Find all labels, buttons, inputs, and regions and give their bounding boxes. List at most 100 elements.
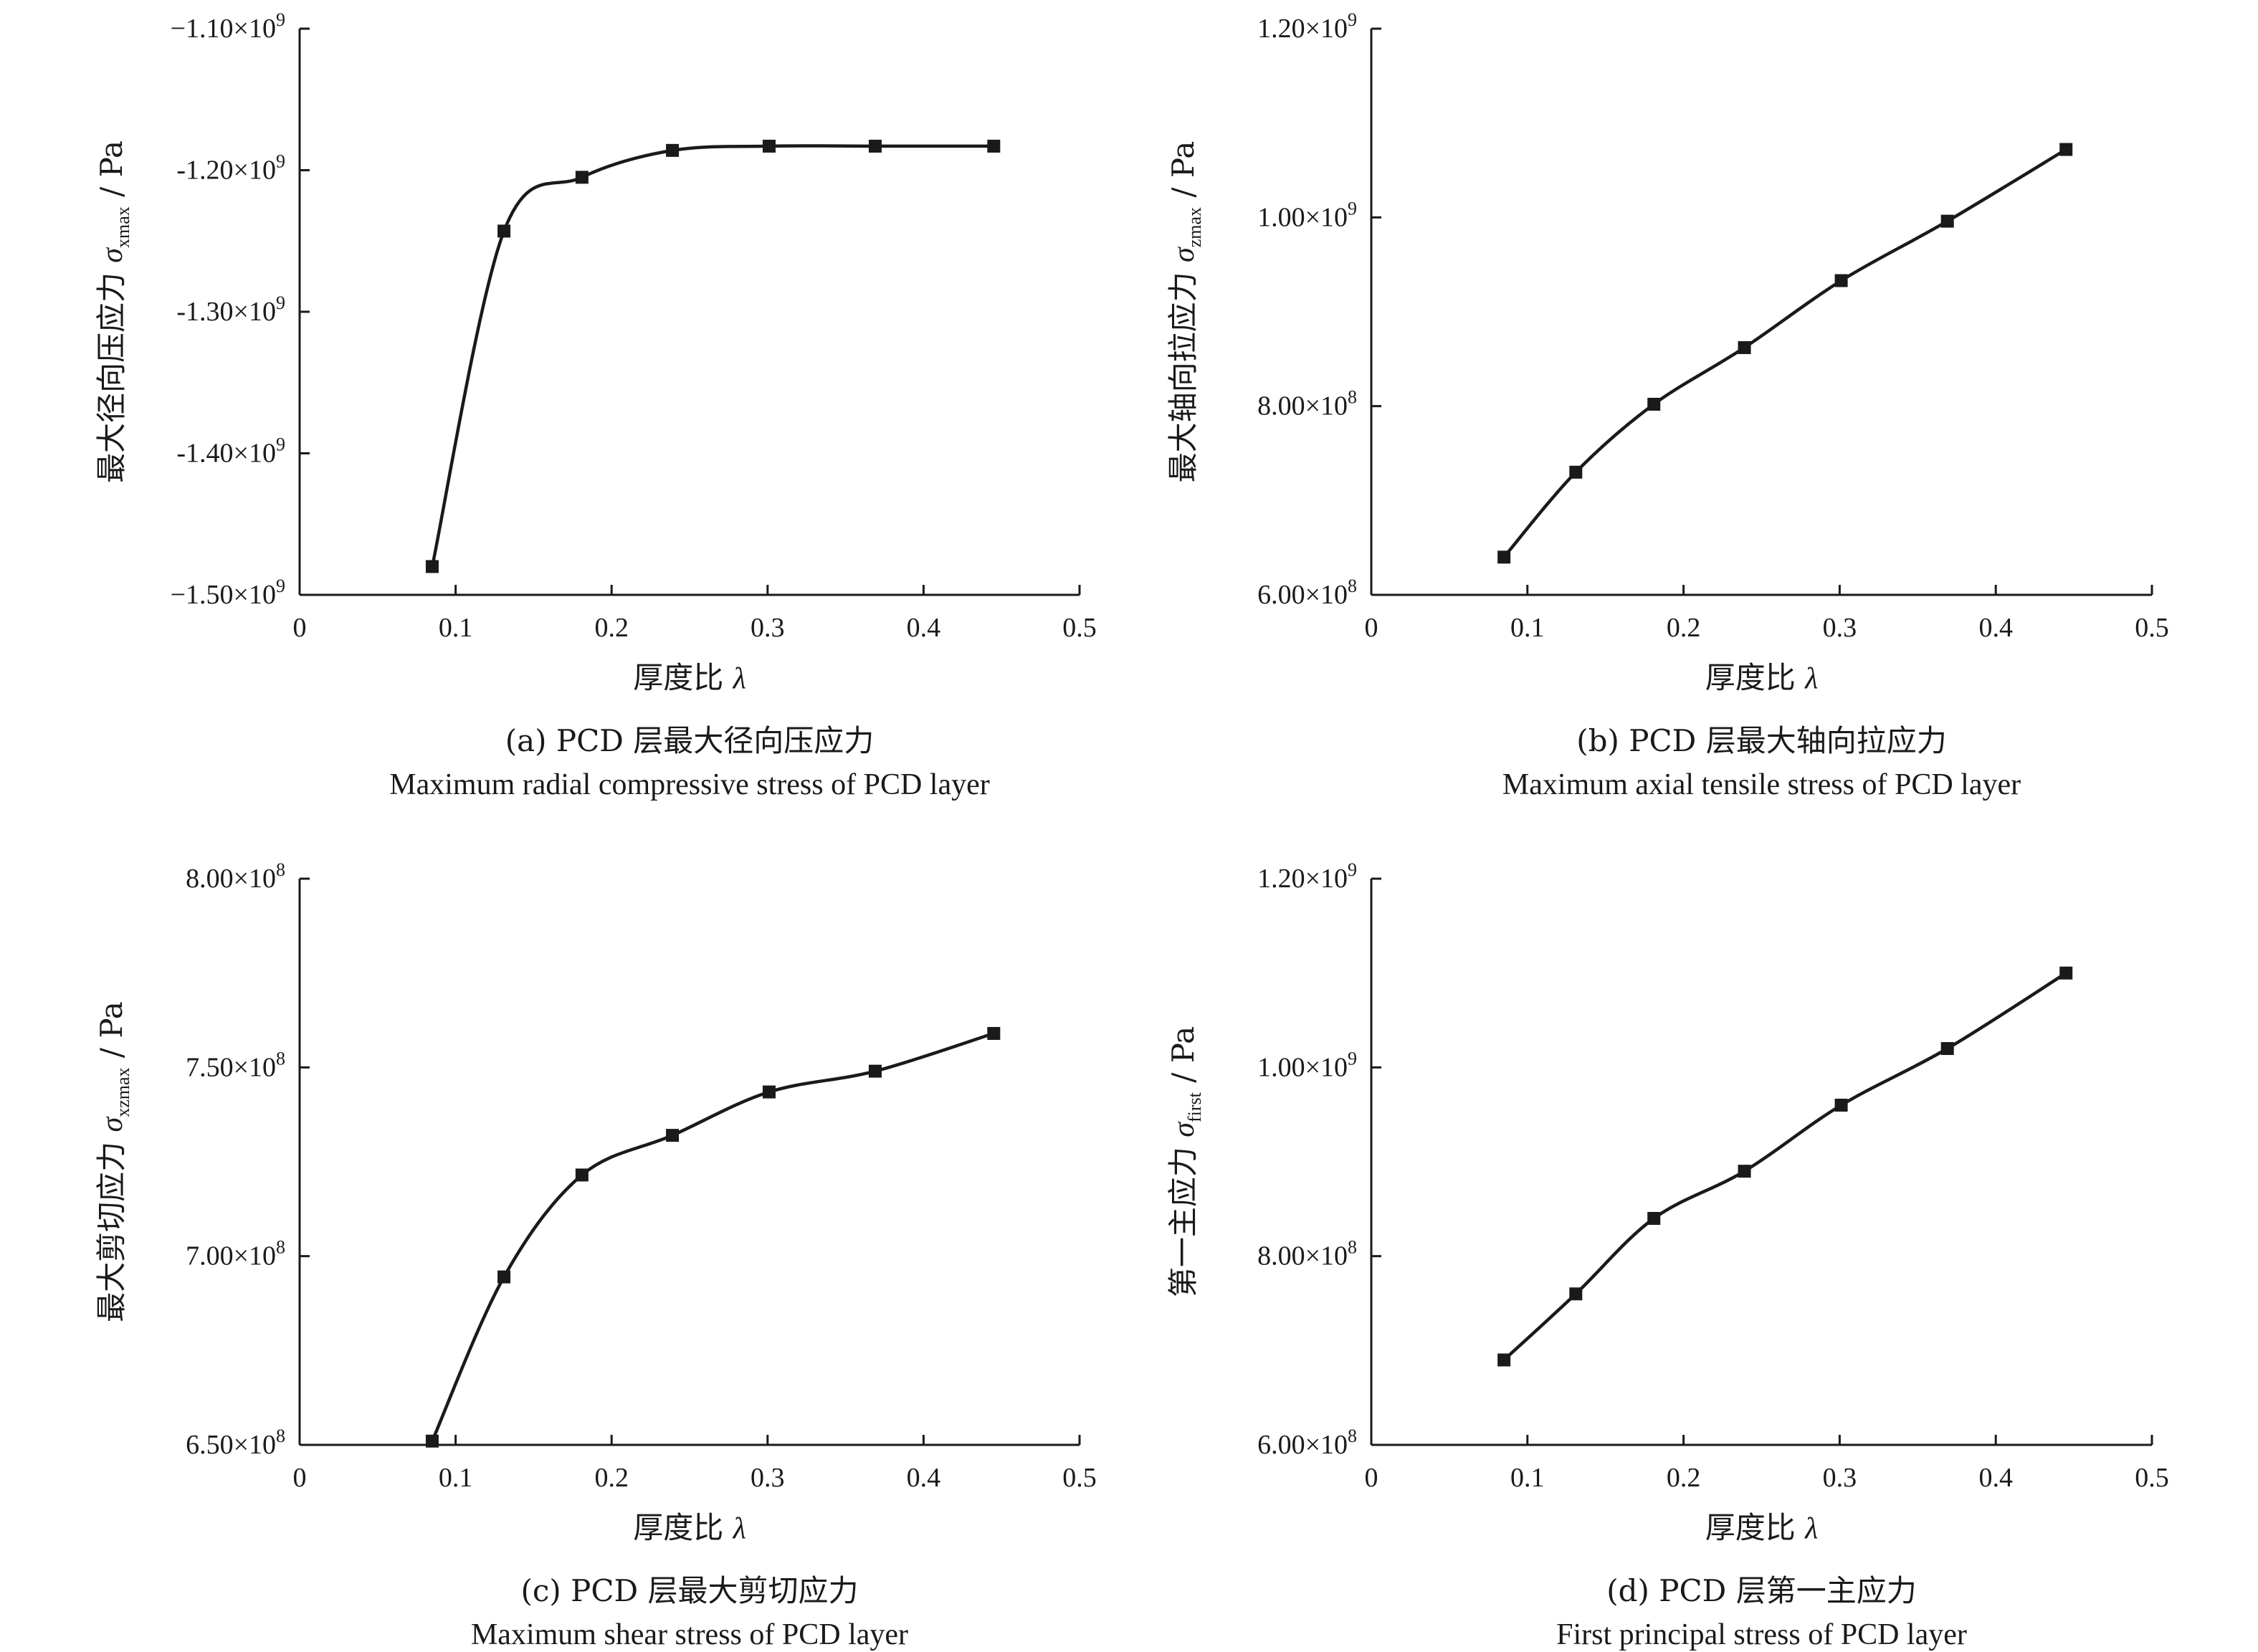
y-tick-mantissa: -1.40×10: [176, 439, 276, 469]
x-tick-label: 0.2: [594, 613, 629, 643]
y-axis-label-symbol: σ: [1168, 1121, 1201, 1137]
x-tick-label: 0: [1365, 613, 1378, 643]
x-tick-label: 0.3: [751, 1463, 785, 1493]
x-axis-label: 厚度比 λ: [633, 660, 746, 695]
data-point: [762, 139, 776, 153]
x-tick-label: 0.4: [907, 1463, 941, 1493]
data-point: [987, 139, 1001, 153]
data-point: [1834, 274, 1848, 287]
y-tick-mantissa: 6.50×10: [186, 1430, 276, 1460]
x-axis-label-symbol: λ: [1804, 1512, 1818, 1545]
data-point: [575, 171, 589, 184]
y-tick-exponent: 8: [276, 1048, 285, 1069]
y-tick-exponent: 8: [1348, 387, 1357, 408]
y-tick-mantissa: 1.00×10: [1257, 202, 1348, 232]
y-tick-mantissa: −1.50×10: [171, 580, 276, 610]
y-tick-mantissa: 7.00×10: [186, 1241, 276, 1271]
data-point: [868, 1064, 882, 1078]
y-tick-mantissa: -1.30×10: [176, 297, 276, 327]
y-tick-exponent: 9: [276, 434, 285, 455]
y-tick-mantissa: 1.20×10: [1257, 14, 1348, 44]
x-axis-label-symbol: λ: [732, 662, 746, 695]
caption-cn: (a) PCD 层最大径向压应力: [505, 723, 875, 758]
x-axis-label-symbol: λ: [732, 1512, 746, 1545]
y-axis-label-symbol: σ: [1168, 246, 1201, 262]
data-point: [497, 1270, 511, 1284]
x-axis-label-symbol: λ: [1804, 662, 1818, 695]
y-axis-label-subscript: first: [1184, 1092, 1205, 1122]
y-tick-label: 6.00×108: [1257, 576, 1357, 610]
y-tick-exponent: 9: [276, 9, 285, 30]
y-tick-exponent: 8: [1348, 1426, 1357, 1446]
y-axis-label-unit: / Pa: [1166, 141, 1201, 207]
y-tick-exponent: 9: [276, 292, 285, 313]
y-tick-exponent: 9: [1348, 1048, 1357, 1069]
caption-en: Maximum shear stress of PCD layer: [471, 1618, 908, 1651]
data-point: [1738, 341, 1751, 355]
y-tick-mantissa: −1.10×10: [171, 14, 276, 44]
y-tick-exponent: 8: [276, 1426, 285, 1446]
y-axis-label-subscript: xzmax: [113, 1067, 133, 1117]
x-axis-label-text: 厚度比: [1705, 660, 1805, 695]
data-point: [1834, 1099, 1848, 1112]
y-tick-label: 8.00×108: [1257, 1237, 1357, 1271]
y-tick-label: -1.30×109: [176, 292, 285, 327]
data-point: [987, 1026, 1001, 1040]
x-axis-label-text: 厚度比: [1705, 1510, 1805, 1545]
y-tick-label: 1.00×109: [1257, 1048, 1357, 1082]
y-tick-mantissa: 7.50×10: [186, 1052, 276, 1082]
y-tick-mantissa: 1.20×10: [1257, 864, 1348, 894]
y-axis-label-text: 最大剪切应力: [94, 1132, 129, 1322]
y-axis-label-unit: / Pa: [1166, 1026, 1201, 1092]
y-tick-mantissa: -1.20×10: [176, 156, 276, 186]
y-axis-label: 最大轴向拉应力 σzmax / Pa: [1166, 141, 1205, 483]
x-tick-label: 0.4: [1978, 613, 2013, 643]
series-line: [1502, 148, 2068, 559]
y-tick-label: 6.50×108: [186, 1426, 285, 1460]
x-axis-label: 厚度比 λ: [1705, 660, 1819, 695]
y-tick-exponent: 9: [1348, 198, 1357, 219]
data-point: [666, 1129, 680, 1142]
x-axis-label: 厚度比 λ: [1705, 1510, 1819, 1545]
x-tick-label: 0: [293, 1463, 307, 1493]
x-tick-label: 0.1: [1510, 1463, 1545, 1493]
y-tick-label: 7.50×108: [186, 1048, 285, 1082]
y-axis-label-subscript: zmax: [1184, 207, 1205, 247]
panel-c: 0 0.1 0.2 0.3 0.4 0.58.00×1087.50×1087.00×108…: [94, 859, 1097, 1651]
x-axis-label: 厚度比 λ: [633, 1510, 746, 1545]
y-tick-exponent: 8: [1348, 576, 1357, 596]
caption-cn: (d) PCD 层第一主应力: [1606, 1573, 1916, 1608]
y-axis-label: 最大径向压应力 σxmax / Pa: [94, 140, 133, 483]
x-tick-label: 0.5: [2135, 1463, 2169, 1493]
y-tick-exponent: 9: [276, 151, 285, 172]
caption-en: Maximum radial compressive stress of PCD…: [389, 768, 990, 801]
series-line: [430, 144, 996, 568]
data-point: [868, 139, 882, 153]
data-point: [1647, 1212, 1661, 1225]
data-point: [1497, 1353, 1511, 1367]
caption-cn: (c) PCD 层最大剪切应力: [520, 1573, 858, 1608]
y-axis-label-text: 最大径向压应力: [94, 263, 129, 483]
y-tick-exponent: 8: [1348, 1237, 1357, 1258]
y-tick-mantissa: 8.00×10: [186, 864, 276, 894]
data-point: [2059, 966, 2073, 980]
y-tick-label: 6.00×108: [1257, 1426, 1357, 1460]
caption-en: Maximum axial tensile stress of PCD laye…: [1502, 768, 2021, 801]
y-tick-label: 1.20×109: [1257, 859, 1357, 894]
y-axis-label-subscript: xmax: [113, 206, 133, 248]
y-tick-mantissa: 6.00×10: [1257, 1430, 1348, 1460]
x-tick-label: 0.5: [1062, 1463, 1097, 1493]
x-tick-label: 0: [293, 613, 307, 643]
caption-en: First principal stress of PCD layer: [1556, 1618, 1967, 1651]
x-tick-label: 0.3: [1823, 613, 1857, 643]
y-axis-label-text: 最大轴向拉应力: [1166, 262, 1201, 482]
x-tick-label: 0.1: [439, 613, 473, 643]
y-tick-label: −1.50×109: [171, 576, 285, 610]
data-point: [425, 560, 439, 573]
x-tick-label: 0: [1365, 1463, 1378, 1493]
data-point: [425, 1434, 439, 1448]
x-tick-label: 0.4: [907, 613, 941, 643]
panel-d: 0 0.1 0.2 0.3 0.4 0.51.20×1091.00×1098.00×108…: [1166, 859, 2169, 1651]
x-tick-label: 0.1: [1510, 613, 1545, 643]
data-point: [1569, 1287, 1583, 1301]
